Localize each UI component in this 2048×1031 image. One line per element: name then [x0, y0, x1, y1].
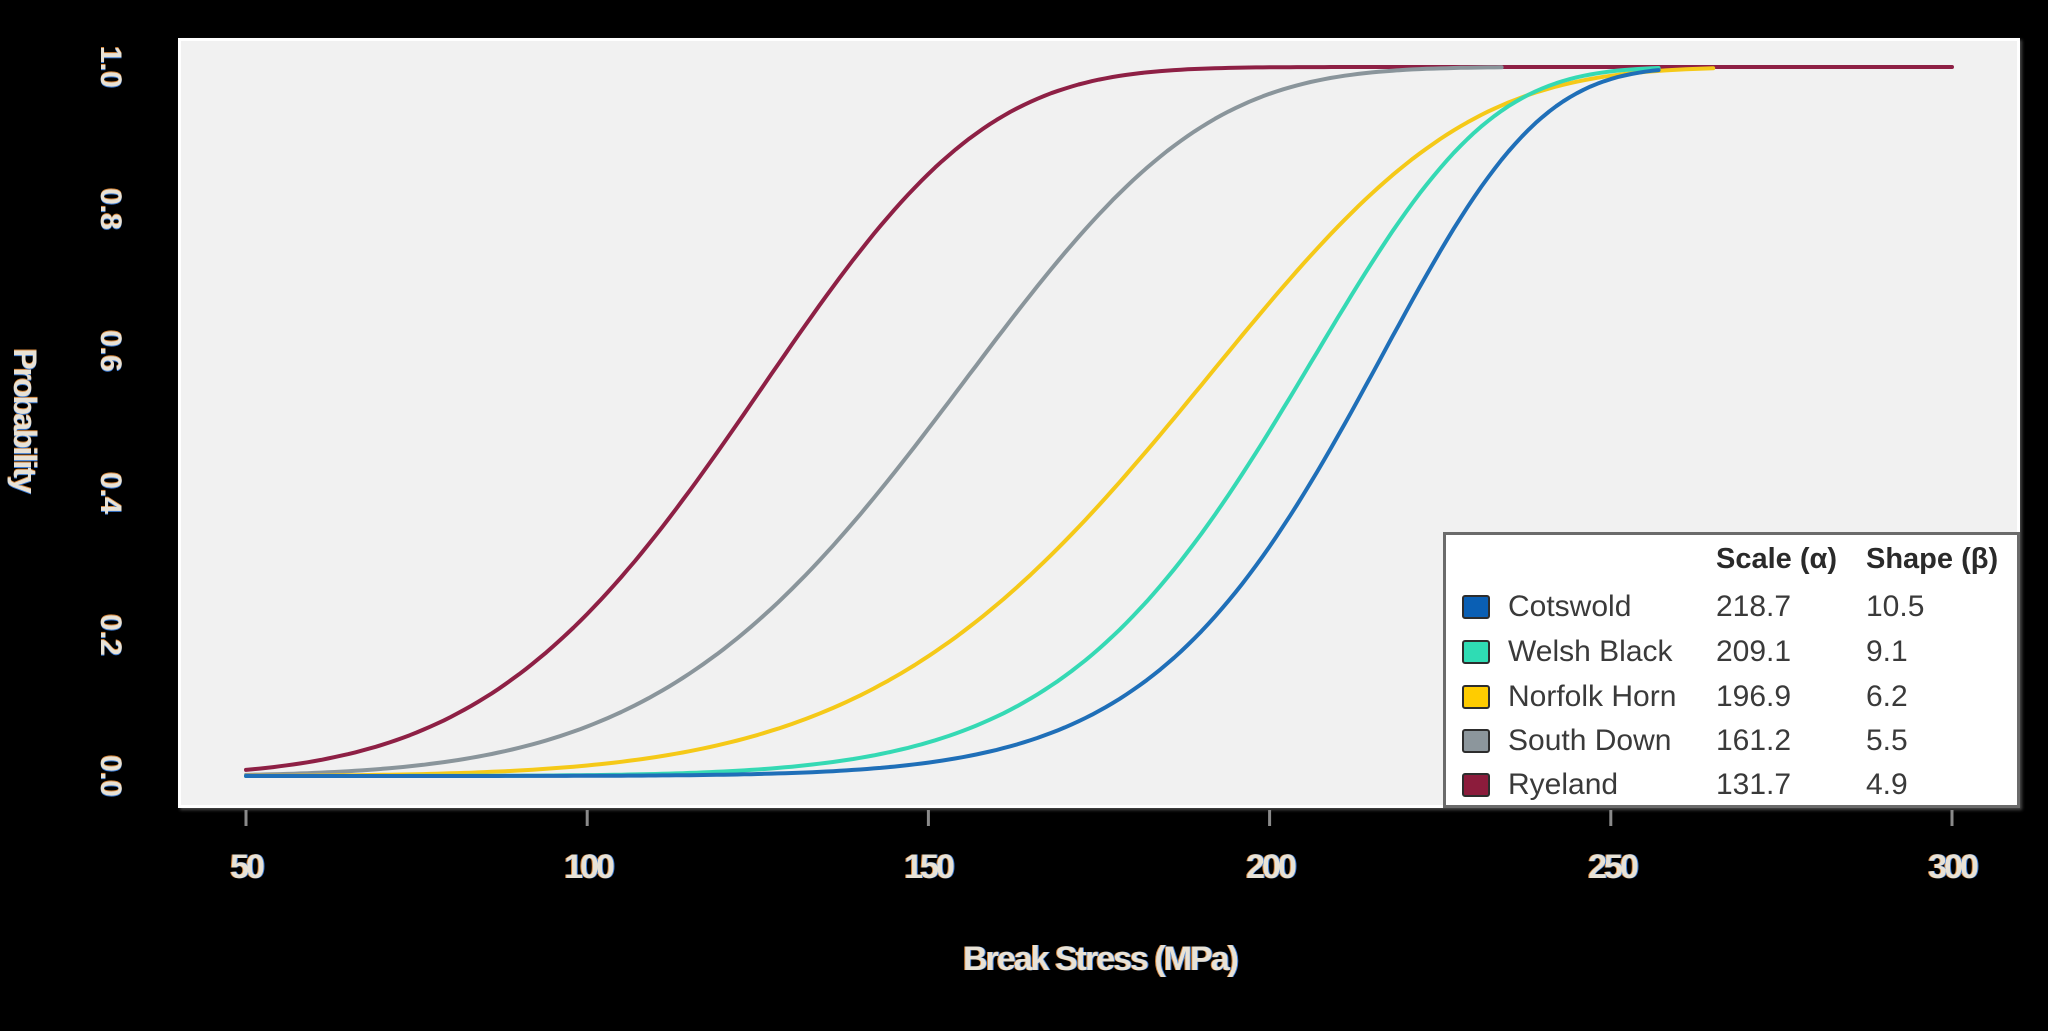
legend-scale: 209.1: [1716, 635, 1792, 668]
legend-header-scale: Scale (α): [1716, 543, 1837, 575]
legend-header: Scale (α) Shape (β): [1446, 543, 2017, 579]
legend-row-norfolk-horn: Norfolk Horn 196.9 6.2: [1446, 677, 2017, 717]
x-tick-label-300: 300: [1928, 848, 1979, 886]
legend-swatch-cotswold: [1462, 595, 1490, 619]
legend-row-cotswold: Cotswold 218.7 10.5: [1446, 587, 2017, 627]
x-tick-label-50: 50: [230, 848, 265, 886]
legend-shape: 4.9: [1866, 768, 1908, 801]
x-tick-label-250: 250: [1588, 848, 1639, 886]
legend-shape: 9.1: [1866, 635, 1908, 668]
legend-shape: 6.2: [1866, 680, 1908, 713]
legend-name: Welsh Black: [1508, 635, 1673, 668]
legend-scale: 161.2: [1716, 724, 1792, 757]
y-tick-label-0.0: 0.0: [94, 755, 127, 797]
curve-south-down: [244, 65, 1504, 777]
x-tick-label-150: 150: [904, 848, 955, 886]
legend-swatch-welsh-black: [1462, 640, 1490, 664]
y-axis-title: Probability: [7, 348, 43, 492]
curve-cotswold: [244, 68, 1661, 778]
legend-swatch-ryeland: [1462, 773, 1490, 797]
y-tick-label-0.6: 0.6: [94, 330, 127, 372]
legend-scale: 196.9: [1716, 680, 1792, 713]
legend-name: Norfolk Horn: [1508, 680, 1677, 713]
legend: Scale (α) Shape (β) Cotswold 218.7 10.5 …: [1443, 532, 2020, 808]
x-axis-title: Break Stress (MPa): [963, 940, 1239, 978]
legend-name: South Down: [1508, 724, 1672, 757]
legend-shape: 5.5: [1866, 724, 1908, 757]
curve-norfolk-horn: [244, 66, 1716, 778]
y-tick-label-0.4: 0.4: [94, 472, 127, 514]
legend-shape: 10.5: [1866, 590, 1925, 623]
curves-group: [244, 65, 1954, 778]
legend-header-shape: Shape (β): [1866, 543, 1999, 575]
legend-name: Ryeland: [1508, 768, 1619, 801]
x-tick-label-100: 100: [564, 848, 615, 886]
x-axis-ticks: [244, 810, 1954, 826]
y-tick-label-0.8: 0.8: [94, 188, 127, 230]
legend-swatch-south-down: [1462, 729, 1490, 753]
curve-ryeland: [244, 65, 1954, 772]
legend-row-ryeland: Ryeland 131.7 4.9: [1446, 765, 2017, 805]
legend-row-welsh-black: Welsh Black 209.1 9.1: [1446, 632, 2017, 672]
y-tick-label-0.2: 0.2: [94, 614, 127, 656]
legend-swatch-norfolk-horn: [1462, 685, 1490, 709]
legend-row-south-down: South Down 161.2 5.5: [1446, 721, 2017, 761]
legend-scale: 131.7: [1716, 768, 1792, 801]
legend-name: Cotswold: [1508, 590, 1632, 623]
y-tick-label-1.0: 1.0: [94, 46, 127, 88]
legend-scale: 218.7: [1716, 590, 1792, 623]
x-tick-label-200: 200: [1246, 848, 1297, 886]
